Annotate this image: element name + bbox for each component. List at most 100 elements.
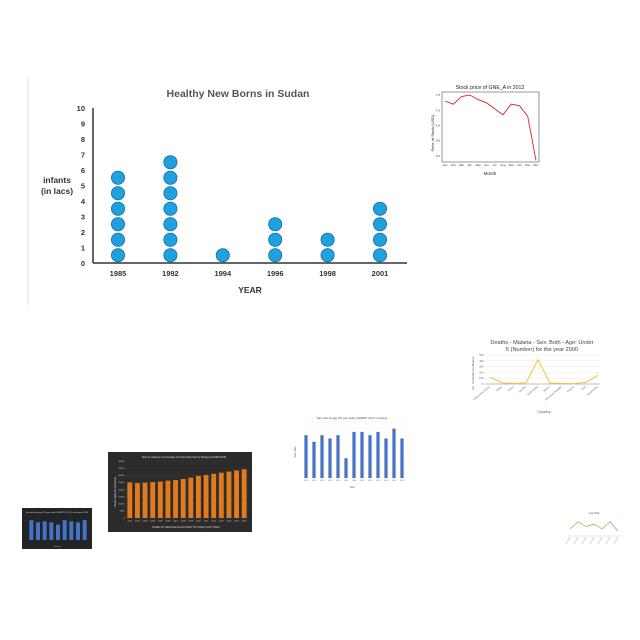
orange-bar-2003 xyxy=(142,482,148,518)
infant-marker-1985 xyxy=(111,217,126,232)
stock-y-tick: 6.0 xyxy=(436,139,441,143)
dark-chart-title: Sex ratio by age (15 year olds) (UNWPP, … xyxy=(26,511,89,514)
stock-price-svg: Stock price of GNE_A in 2013 Month Price… xyxy=(430,85,540,176)
kenya-x-tick: 1999 xyxy=(376,480,381,482)
stock-x-tick: Oct xyxy=(517,163,522,167)
orange-chart-x-label: NAME OF VEHICLE ALLOCATED TO FUND (LAST,… xyxy=(152,525,220,529)
malaria-x-tick: Haiti xyxy=(581,385,587,391)
stock-x-tick: Sep xyxy=(509,163,514,167)
kenya-bar-1993 xyxy=(328,438,332,478)
kenya-x-tick: 2002 xyxy=(400,480,405,482)
orange-x-tick: 2005 xyxy=(158,521,164,523)
infant-marker-2001 xyxy=(372,232,387,247)
green-x-tick xyxy=(581,536,587,545)
dark-sex-ratio-chart: Sex ratio by age (15 year olds) (UNWPP, … xyxy=(22,508,92,549)
y-tick-label: 9 xyxy=(81,120,85,129)
orange-bar-2004 xyxy=(150,482,156,518)
kenya-bar-1996 xyxy=(352,431,356,478)
orange-y-tick: 15000 xyxy=(118,496,125,498)
stock-chart-title: Stock price of GNE_A in 2013 xyxy=(456,85,525,91)
kenya-bar-2000 xyxy=(384,438,388,478)
green-x-tick xyxy=(565,536,571,545)
kenya-x-tick: 1994 xyxy=(336,480,341,482)
orange-x-tick: 2011 xyxy=(204,521,209,523)
stock-x-tick: Apr xyxy=(468,163,472,167)
stock-x-tick: Jun xyxy=(484,163,489,167)
kenya-bar-1991 xyxy=(312,441,316,478)
y-axis-label: infants xyxy=(43,175,71,185)
orange-bar-2016 xyxy=(241,469,247,518)
kenya-x-tick: 1996 xyxy=(352,480,357,482)
x-axis-label: YEAR xyxy=(238,285,262,295)
orange-y-tick: 25000 xyxy=(118,482,125,484)
stock-x-tick: Jan xyxy=(443,163,448,167)
dark-chart-bar xyxy=(29,520,34,540)
x-tick-label: 1998 xyxy=(319,269,336,278)
orange-x-tick: 2006 xyxy=(166,521,172,523)
orange-y-tick: 40000 xyxy=(118,461,125,463)
orange-chart-title: Net per capita (in thousands) of funds d… xyxy=(142,455,227,459)
infant-marker-2001 xyxy=(372,248,387,263)
kenya-sex-ratio-chart: Sex ratio by age (15 year olds) (UNWPP, … xyxy=(288,412,413,492)
kenya-chart-title: Sex ratio by age (15 year olds) (UNWPP, … xyxy=(317,416,388,420)
stock-y-label: Price of Stock (USD) xyxy=(430,114,435,152)
malaysia-funds-svg: Net per capita (in thousands) of funds d… xyxy=(108,452,252,532)
stock-y-tick: 6.5 xyxy=(436,123,441,127)
orange-x-tick: 2013 xyxy=(219,521,225,523)
green-x-tick xyxy=(589,536,595,545)
dark-chart-x-label: Country xyxy=(53,545,60,548)
kenya-x-tick: 1992 xyxy=(320,480,325,482)
infant-marker-1992 xyxy=(163,217,178,232)
infant-marker-1985 xyxy=(111,186,126,201)
malaysia-funds-chart: Net per capita (in thousands) of funds d… xyxy=(108,452,252,532)
kenya-x-tick: 1995 xyxy=(344,480,349,482)
green-line-svg: Year 2010 xyxy=(565,512,620,545)
kenya-bar-1994 xyxy=(336,435,340,478)
stock-x-tick: Jul xyxy=(493,163,497,167)
orange-x-tick: 2004 xyxy=(150,521,156,523)
kenya-x-label: Year xyxy=(349,485,355,489)
malaria-x-tick: Namibia xyxy=(518,385,527,393)
dark-sex-ratio-svg: Sex ratio by age (15 year olds) (UNWPP, … xyxy=(22,508,92,549)
stock-price-line xyxy=(444,94,537,161)
y-tick-label: 2 xyxy=(81,228,85,237)
green-line-chart: Year 2010 xyxy=(562,508,624,548)
infant-marker-1996 xyxy=(268,217,283,232)
infant-marker-1985 xyxy=(111,201,126,216)
orange-bar-2011 xyxy=(203,474,209,518)
orange-x-tick: 2001 xyxy=(127,521,133,523)
y-tick-label: 4 xyxy=(81,197,86,206)
malaria-y-tick: 0 xyxy=(482,382,484,386)
malaria-deaths-chart: Deaths - Malaria - Sex: Both - Age: Unde… xyxy=(468,335,618,420)
malaria-x-tick: Guyana xyxy=(566,385,575,393)
dark-chart-bar xyxy=(56,524,60,540)
x-tick-label: 2001 xyxy=(372,269,389,278)
dark-chart-bar xyxy=(36,522,40,540)
stock-x-tick: Mar xyxy=(459,163,464,167)
infant-marker-2001 xyxy=(372,217,387,232)
dark-chart-bar xyxy=(76,522,80,540)
kenya-x-tick: 2000 xyxy=(384,480,389,482)
malaria-x-tick: Yemen xyxy=(507,385,515,392)
orange-y-tick: 10000 xyxy=(118,504,125,506)
malaria-x-tick: Saudi Arabia xyxy=(586,385,599,396)
stock-y-tick: 7.5 xyxy=(436,93,441,97)
kenya-sex-ratio-svg: Sex ratio by age (15 year olds) (UNWPP, … xyxy=(293,416,406,489)
kenya-y-label: Sex ratio xyxy=(293,446,297,457)
stock-y-tick: 7.0 xyxy=(436,108,441,112)
dark-chart-bar xyxy=(49,522,54,540)
stock-price-chart: Stock price of GNE_A in 2013 Month Price… xyxy=(415,78,545,178)
kenya-x-tick: 1997 xyxy=(360,480,365,482)
kenya-bar-2002 xyxy=(400,438,404,478)
infant-marker-1992 xyxy=(163,201,178,216)
green-series-line xyxy=(569,521,619,532)
orange-x-tick: 2010 xyxy=(196,521,202,523)
stock-x-label: Month xyxy=(484,171,497,176)
infant-marker-1998 xyxy=(320,232,335,247)
orange-bar-2013 xyxy=(218,472,224,518)
orange-y-tick: 5000 xyxy=(120,511,126,513)
y-tick-label: 0 xyxy=(81,259,85,268)
kenya-bar-1995 xyxy=(344,458,348,478)
chart-title: Healthy New Borns in Sudan xyxy=(167,88,310,100)
green-x-tick xyxy=(597,536,603,545)
